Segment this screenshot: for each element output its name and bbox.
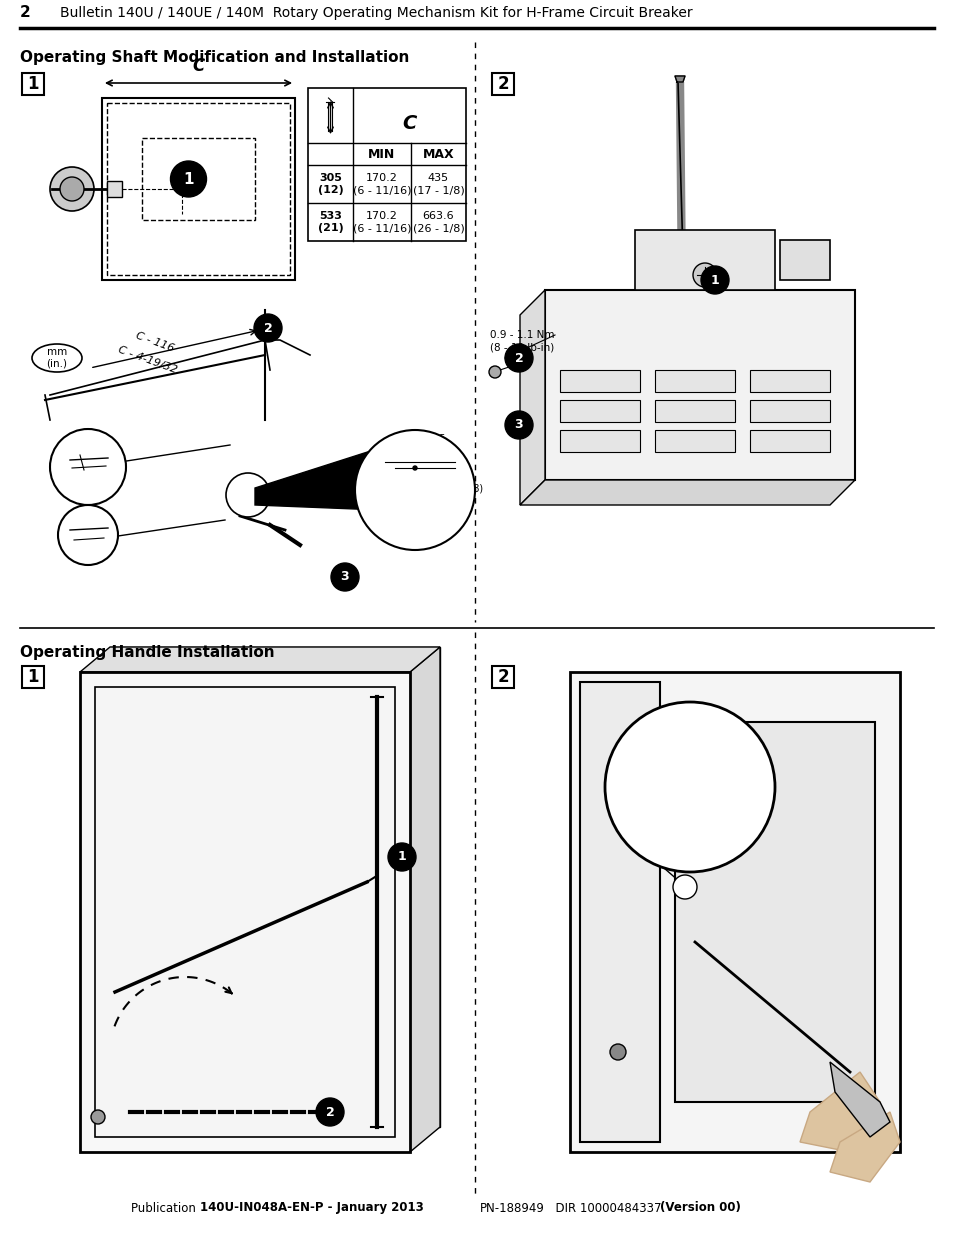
- Circle shape: [253, 314, 282, 342]
- Bar: [95, 687, 395, 1137]
- Text: 2: 2: [325, 1105, 334, 1119]
- Text: MAX: MAX: [422, 147, 454, 161]
- Bar: [559, 430, 639, 452]
- Text: 663.6
(26 - 1/8): 663.6 (26 - 1/8): [413, 211, 464, 233]
- Text: 6.35
(1/4): 6.35 (1/4): [423, 435, 446, 454]
- Text: 435
(17 - 1/8): 435 (17 - 1/8): [413, 173, 464, 195]
- Text: Ø 3
(Ø 1/8): Ø 3 (Ø 1/8): [373, 473, 407, 494]
- Text: Bulletin 140U / 140UE / 140M  Rotary Operating Mechanism Kit for H-Frame Circuit: Bulletin 140U / 140UE / 140M Rotary Oper…: [60, 6, 692, 20]
- Text: 1: 1: [183, 172, 193, 186]
- Text: (Version 00): (Version 00): [659, 1202, 740, 1214]
- Bar: [559, 400, 639, 422]
- Text: MIN: MIN: [368, 147, 395, 161]
- Bar: [579, 682, 659, 1142]
- Polygon shape: [800, 1072, 879, 1152]
- Bar: [107, 103, 290, 275]
- Bar: [780, 240, 829, 280]
- Bar: [308, 88, 465, 241]
- Text: Publication: Publication: [132, 1202, 200, 1214]
- Polygon shape: [829, 1112, 899, 1182]
- Circle shape: [171, 161, 206, 198]
- Text: 2: 2: [514, 352, 523, 364]
- Bar: [655, 370, 734, 391]
- Text: 3
(1/8): 3 (1/8): [459, 473, 482, 494]
- Text: 0.9 - 1.1 Nm
(8 - 10 lb-in): 0.9 - 1.1 Nm (8 - 10 lb-in): [490, 330, 554, 352]
- Bar: [749, 400, 829, 422]
- Circle shape: [60, 177, 84, 201]
- Circle shape: [504, 411, 533, 438]
- Text: 140U-IN048A-EN-P - January 2013: 140U-IN048A-EN-P - January 2013: [200, 1202, 423, 1214]
- Bar: [102, 98, 294, 280]
- Text: 170.2
(6 - 11/16): 170.2 (6 - 11/16): [353, 173, 411, 195]
- Text: 2: 2: [20, 5, 30, 20]
- Circle shape: [50, 167, 94, 211]
- Circle shape: [672, 876, 697, 899]
- Text: 1: 1: [710, 273, 719, 287]
- Bar: [655, 400, 734, 422]
- Bar: [675, 722, 874, 1102]
- Bar: [635, 230, 774, 290]
- Circle shape: [58, 505, 118, 564]
- Text: 1: 1: [28, 75, 39, 93]
- Text: C: C: [402, 114, 416, 133]
- Bar: [559, 370, 639, 391]
- Circle shape: [489, 366, 500, 378]
- Text: 3: 3: [515, 419, 523, 431]
- Text: 170.2
(6 - 11/16): 170.2 (6 - 11/16): [353, 211, 411, 233]
- Circle shape: [388, 844, 416, 871]
- Text: 1: 1: [28, 668, 39, 685]
- Text: C: C: [193, 57, 204, 75]
- Circle shape: [315, 1098, 344, 1126]
- Text: C - 4-19/32: C - 4-19/32: [117, 345, 179, 375]
- Bar: [22, 73, 44, 95]
- Circle shape: [609, 1044, 625, 1060]
- Circle shape: [355, 430, 475, 550]
- Polygon shape: [829, 1062, 889, 1137]
- Circle shape: [91, 1110, 105, 1124]
- Text: PN-188949: PN-188949: [479, 1202, 544, 1214]
- Text: 2: 2: [497, 75, 508, 93]
- Polygon shape: [80, 647, 439, 672]
- Text: mm
(in.): mm (in.): [47, 347, 68, 369]
- Bar: [80, 672, 410, 1152]
- Text: DIR 10000484337: DIR 10000484337: [547, 1202, 664, 1214]
- Polygon shape: [675, 77, 684, 82]
- Circle shape: [692, 263, 717, 287]
- Bar: [655, 430, 734, 452]
- Ellipse shape: [32, 345, 82, 372]
- Bar: [544, 290, 854, 480]
- Bar: [110, 647, 439, 1128]
- Bar: [492, 666, 514, 688]
- Text: Operating Handle Installation: Operating Handle Installation: [20, 645, 274, 659]
- Text: 305
(12): 305 (12): [317, 173, 343, 195]
- Bar: [749, 430, 829, 452]
- Bar: [492, 73, 514, 95]
- Polygon shape: [254, 448, 379, 510]
- Circle shape: [700, 266, 728, 294]
- Bar: [749, 370, 829, 391]
- Bar: [22, 666, 44, 688]
- Circle shape: [413, 466, 416, 471]
- Circle shape: [604, 701, 774, 872]
- Bar: [569, 672, 899, 1152]
- Circle shape: [331, 563, 358, 592]
- Circle shape: [226, 473, 270, 517]
- Text: 533
(21): 533 (21): [317, 211, 343, 233]
- Text: 2: 2: [263, 321, 273, 335]
- Bar: [142, 138, 254, 220]
- Polygon shape: [519, 480, 854, 505]
- Circle shape: [504, 345, 533, 372]
- Polygon shape: [519, 290, 544, 505]
- Text: 1: 1: [397, 851, 406, 863]
- Polygon shape: [410, 647, 439, 1152]
- Text: Operating Shaft Modification and Installation: Operating Shaft Modification and Install…: [20, 49, 409, 65]
- Text: 2: 2: [497, 668, 508, 685]
- Circle shape: [50, 429, 126, 505]
- Text: 3: 3: [340, 571, 349, 583]
- Bar: [107, 182, 122, 198]
- Text: C - 116: C - 116: [134, 331, 175, 353]
